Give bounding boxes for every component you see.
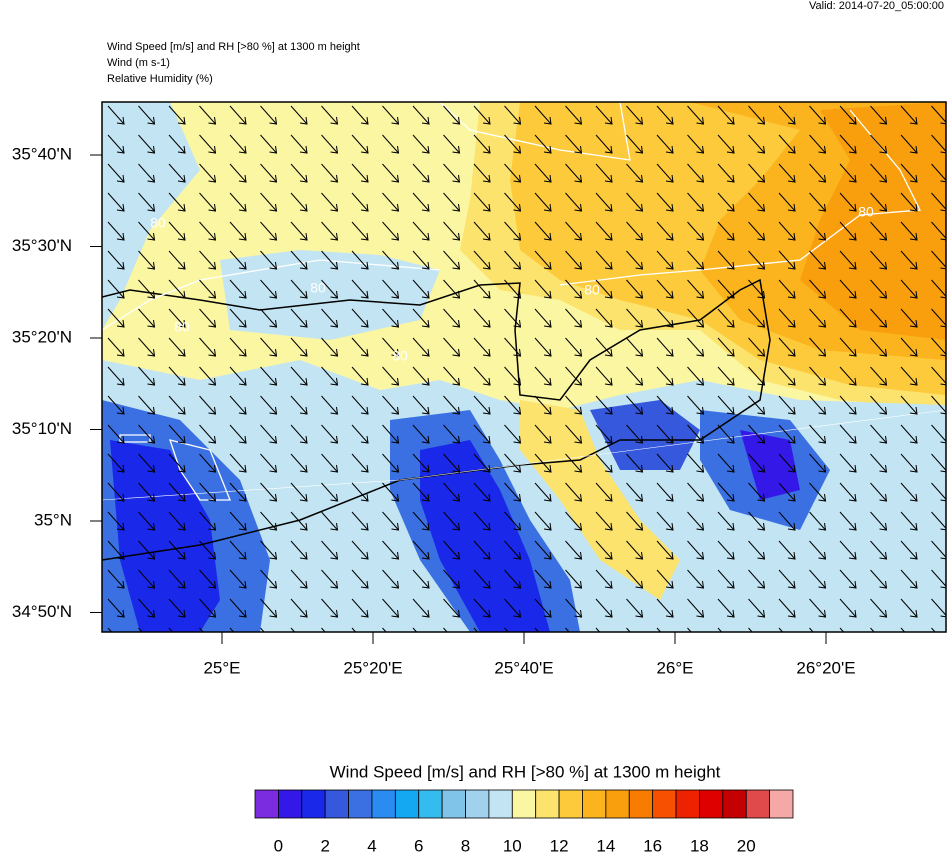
lon-label: 25°40'E bbox=[494, 658, 553, 677]
lat-label: 34°50'N bbox=[12, 602, 72, 621]
colorbar-box bbox=[652, 789, 677, 819]
lat-label: 35°40'N bbox=[12, 144, 72, 163]
colorbar-box bbox=[465, 789, 490, 819]
contour-label: 80 bbox=[310, 280, 326, 296]
colorbar-label: 4 bbox=[367, 836, 376, 854]
colorbar-box bbox=[348, 789, 373, 819]
title-line: Wind (m s-1) bbox=[107, 57, 170, 69]
colorbar-label: 6 bbox=[414, 836, 423, 854]
colorbar-box bbox=[301, 789, 326, 819]
contour-label: 80 bbox=[174, 319, 190, 335]
valid-time: Valid: 2014-07-20_05:00:00 bbox=[809, 0, 944, 12]
colorbar-box bbox=[277, 789, 303, 819]
colorbar-box bbox=[582, 789, 607, 819]
colorbar-label: 20 bbox=[737, 836, 756, 854]
lat-label: 35°10'N bbox=[12, 419, 72, 438]
colorbar-box bbox=[535, 789, 560, 819]
colorbar-box bbox=[418, 789, 443, 819]
lat-label: 35°30'N bbox=[12, 236, 72, 255]
colorbar: Wind Speed [m/s] and RH [>80 %] at 1300 … bbox=[254, 762, 794, 854]
contour-label: 80 bbox=[858, 204, 874, 220]
map-field bbox=[102, 102, 946, 632]
title-line: Relative Humidity (%) bbox=[107, 73, 213, 85]
colorbar-label: 2 bbox=[320, 836, 329, 854]
lat-label: 35°20'N bbox=[12, 327, 72, 346]
lon-label: 26°E bbox=[656, 658, 693, 677]
colorbar-box bbox=[558, 789, 583, 819]
colorbar-label: 10 bbox=[503, 836, 522, 854]
colorbar-label: 12 bbox=[550, 836, 569, 854]
lon-label: 26°20'E bbox=[796, 658, 855, 677]
colorbar-box bbox=[324, 789, 349, 819]
colorbar-label: 8 bbox=[461, 836, 470, 854]
contour-label: 80 bbox=[392, 348, 408, 364]
colorbar-box bbox=[769, 789, 794, 819]
colorbar-title: Wind Speed [m/s] and RH [>80 %] at 1300 … bbox=[330, 762, 721, 781]
colorbar-box bbox=[488, 789, 513, 819]
contour-label: 80 bbox=[584, 282, 600, 298]
lon-label: 25°E bbox=[203, 658, 240, 677]
colorbar-box bbox=[511, 789, 537, 819]
colorbar-box bbox=[254, 789, 279, 819]
colorbar-box bbox=[441, 789, 466, 819]
colorbar-box bbox=[394, 789, 420, 819]
colorbar-label: 14 bbox=[596, 836, 615, 854]
colorbar-box bbox=[628, 789, 654, 819]
colorbar-box bbox=[745, 789, 771, 819]
contour-label: 80 bbox=[150, 215, 166, 231]
lon-label: 25°20'E bbox=[343, 658, 402, 677]
colorbar-box bbox=[699, 789, 724, 819]
colorbar-box bbox=[605, 789, 630, 819]
colorbar-box bbox=[722, 789, 747, 819]
lat-label: 35°N bbox=[34, 510, 72, 529]
colorbar-box bbox=[371, 789, 396, 819]
colorbar-label: 16 bbox=[643, 836, 662, 854]
axis-ticks: 35°40'N 35°30'N 35°20'N 35°10'N 35°N 34°50'N 2… bbox=[12, 144, 874, 677]
colorbar-label: 0 bbox=[274, 836, 283, 854]
colorbar-label: 18 bbox=[690, 836, 709, 854]
colorbar-box bbox=[675, 789, 700, 819]
title-line: Wind Speed [m/s] and RH [>80 %] at 1300 … bbox=[107, 41, 360, 53]
